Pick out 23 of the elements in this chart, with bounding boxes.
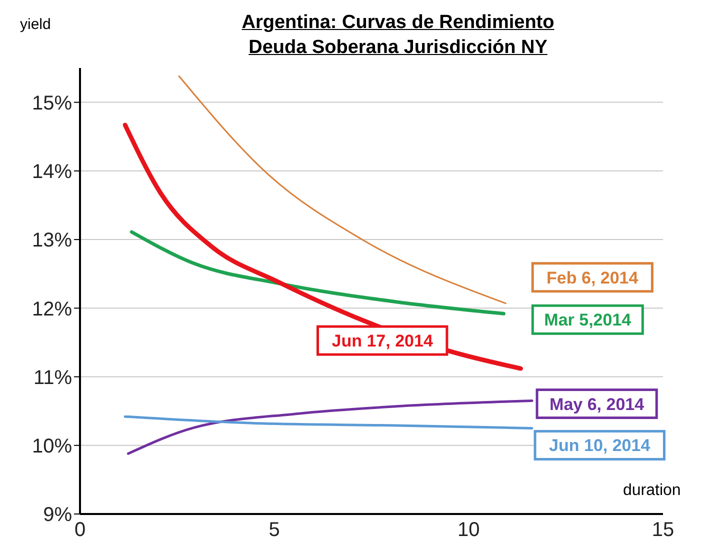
series-label: May 6, 2014 bbox=[550, 394, 645, 414]
line-series bbox=[178, 75, 506, 304]
y-tick-label: 15% bbox=[32, 92, 72, 114]
y-tick-label: 10% bbox=[32, 435, 72, 458]
text: Feb 6, 2014 bbox=[546, 268, 639, 288]
line-series bbox=[130, 230, 506, 316]
y-tick-label: 13% bbox=[32, 230, 72, 252]
line-series bbox=[126, 400, 534, 455]
y-tick-label: 9% bbox=[43, 504, 72, 526]
x-tick-label: 15 bbox=[652, 519, 674, 542]
x-tick-label: 0 bbox=[74, 519, 86, 542]
x-tick-label: 5 bbox=[268, 519, 280, 542]
x-axis-title: duration bbox=[623, 482, 681, 500]
text: Mar 5,2014 bbox=[544, 310, 632, 330]
chart-title: Argentina: Curvas de Rendimiento Deuda Soberana Jurisdicción NY bbox=[240, 11, 556, 60]
y-tick-label: 14% bbox=[32, 161, 72, 184]
y-tick-label: 12% bbox=[32, 298, 72, 320]
y-tick-label: 11% bbox=[33, 366, 72, 389]
line-series bbox=[124, 415, 534, 430]
series-label: Jun 10, 2014 bbox=[549, 436, 651, 456]
series-label: Jun 17, 2014 bbox=[332, 332, 434, 351]
x-tick-label: 10 bbox=[458, 519, 480, 542]
y-axis-title: yield bbox=[20, 16, 51, 33]
